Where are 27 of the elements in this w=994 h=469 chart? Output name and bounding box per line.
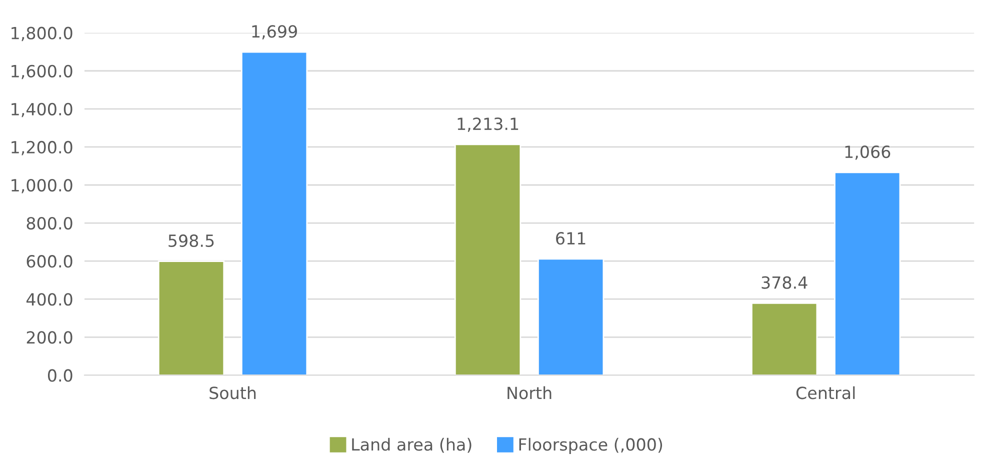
x-tick-label: Central bbox=[796, 386, 855, 400]
legend-label: Floorspace (,000) bbox=[519, 438, 662, 454]
bar bbox=[158, 260, 225, 376]
y-tick-label: 400.0 bbox=[26, 293, 72, 306]
data-label: 1,699 bbox=[252, 25, 297, 40]
bar bbox=[538, 258, 604, 376]
data-label: 378.4 bbox=[762, 276, 808, 289]
bar bbox=[454, 144, 522, 376]
x-tick-label: North bbox=[508, 386, 552, 400]
data-label: 611 bbox=[556, 232, 586, 245]
data-label: 598.5 bbox=[168, 234, 214, 248]
x-tick-label: South bbox=[210, 386, 256, 400]
y-tick-label: 0.0 bbox=[48, 369, 72, 382]
bar bbox=[751, 302, 818, 376]
y-tick-label: 1,600.0 bbox=[12, 64, 72, 80]
legend-label: Land area (ha) bbox=[352, 438, 472, 453]
y-tick-label: 600.0 bbox=[26, 255, 72, 268]
y-tick-label: 200.0 bbox=[26, 331, 72, 344]
y-tick-label: 1,800.0 bbox=[12, 26, 72, 42]
data-label: 1,213.1 bbox=[458, 118, 518, 132]
y-tick-label: 1,200.0 bbox=[12, 140, 72, 156]
bar bbox=[834, 172, 901, 376]
y-tick-label: 1,400.0 bbox=[12, 102, 72, 118]
data-label: 1,066 bbox=[845, 145, 890, 160]
bar bbox=[240, 51, 308, 376]
y-tick-label: 1,000.0 bbox=[12, 178, 72, 194]
y-tick-label: 800.0 bbox=[26, 217, 72, 230]
